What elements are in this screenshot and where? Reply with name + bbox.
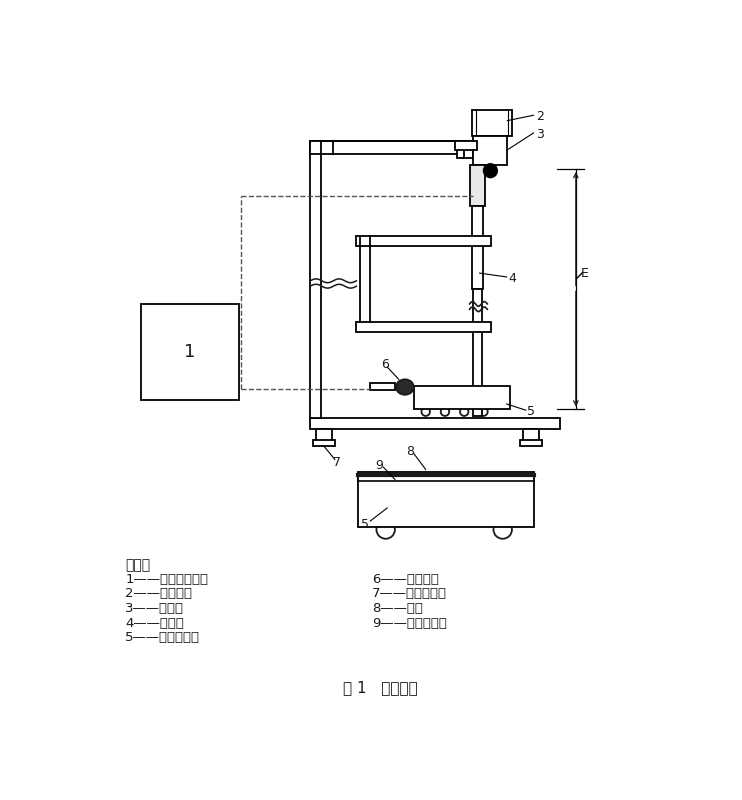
Text: 5: 5 — [528, 405, 535, 418]
Bar — [310, 141, 321, 418]
Bar — [141, 304, 240, 400]
Text: 7: 7 — [333, 456, 341, 469]
Bar — [473, 136, 508, 166]
Text: 2: 2 — [536, 110, 544, 123]
Text: 6——麦克风；: 6——麦克风； — [372, 573, 439, 586]
Text: 9: 9 — [375, 459, 383, 472]
Bar — [356, 322, 491, 332]
Text: 4——导管；: 4——导管； — [125, 617, 184, 630]
Bar — [358, 472, 533, 527]
Bar — [472, 110, 512, 136]
Ellipse shape — [396, 379, 414, 394]
Bar — [455, 141, 476, 150]
Text: 9——环氧树脂。: 9——环氧树脂。 — [372, 617, 447, 630]
Text: 8: 8 — [406, 446, 414, 458]
Text: 图 1   落球设备: 图 1 落球设备 — [343, 680, 418, 695]
Text: E: E — [580, 266, 588, 280]
Bar — [310, 142, 464, 154]
Bar — [473, 289, 482, 415]
Circle shape — [484, 164, 497, 178]
Bar — [524, 429, 539, 442]
Bar — [356, 236, 491, 246]
Text: 7——水平旋鈕；: 7——水平旋鈕； — [372, 587, 447, 600]
Text: 3——锢球；: 3——锢球； — [125, 602, 185, 615]
Text: 5——混凝土块；: 5——混凝土块； — [125, 631, 200, 644]
Text: 4: 4 — [509, 272, 516, 285]
Text: 1: 1 — [185, 343, 196, 362]
Bar — [470, 166, 485, 206]
Bar — [370, 383, 395, 390]
Text: 2——电磁铁；: 2——电磁铁； — [125, 587, 192, 600]
Text: 3: 3 — [536, 128, 544, 141]
Text: 5: 5 — [361, 518, 369, 530]
Bar — [520, 440, 542, 446]
Bar — [310, 418, 560, 429]
Text: 6: 6 — [381, 358, 389, 371]
Bar — [414, 386, 510, 410]
Text: 说明：: 说明： — [125, 558, 151, 572]
Bar — [472, 206, 483, 289]
Text: 8——砖；: 8——砖； — [372, 602, 423, 615]
Bar — [313, 440, 335, 446]
Bar — [456, 141, 473, 158]
Bar — [316, 429, 332, 442]
Text: 1——电子计时器；: 1——电子计时器； — [125, 573, 209, 586]
